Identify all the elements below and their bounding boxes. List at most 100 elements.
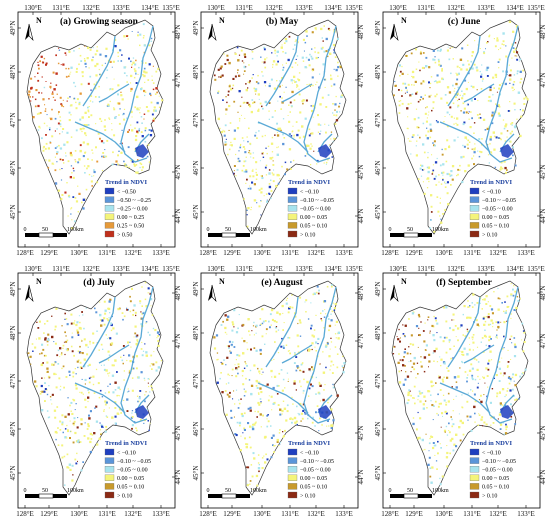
legend-label: −0.10 ~ −0.05 bbox=[117, 459, 151, 465]
top-lon-tick-label: 135°E bbox=[345, 4, 363, 12]
legend-swatch bbox=[287, 213, 298, 220]
top-lon-tick-label: 134°E bbox=[324, 265, 342, 273]
river-line bbox=[439, 382, 491, 414]
legend-label: 0.00 ~ 0.25 bbox=[117, 215, 144, 221]
river-line bbox=[265, 35, 299, 107]
region-outline bbox=[391, 19, 529, 235]
bottom-lon-tick-label: 129°E bbox=[223, 249, 241, 257]
right-lat-tick-label: 47°N bbox=[357, 334, 365, 349]
top-lon-tick-label: 131°E bbox=[52, 265, 70, 273]
left-lat-tick-label: 47°N bbox=[192, 113, 200, 128]
river-line bbox=[463, 344, 495, 364]
legend-swatch bbox=[469, 448, 480, 456]
legend-swatch bbox=[469, 457, 480, 464]
north-arrow-icon bbox=[208, 284, 217, 302]
right-lat-tick-label: 44°N bbox=[539, 470, 547, 485]
bottom-lon-tick-label: 131°E bbox=[281, 510, 299, 518]
scale-label: 100km bbox=[67, 488, 84, 494]
right-lat-tick-label: 44°N bbox=[174, 470, 182, 485]
legend-label: −0.05 ~ 0.00 bbox=[300, 468, 331, 474]
left-lat-tick-label: 45°N bbox=[9, 205, 17, 220]
left-lat-tick-label: 48°N bbox=[9, 326, 17, 341]
north-label: N bbox=[401, 277, 407, 286]
left-lat-tick-label: 47°N bbox=[9, 374, 17, 389]
scale-label: 0 bbox=[207, 488, 210, 494]
north-arrow-icon bbox=[25, 23, 34, 41]
legend-title: Trend in NDVI bbox=[288, 440, 330, 447]
scale-label: 100km bbox=[250, 227, 267, 233]
legend-swatch bbox=[287, 187, 298, 195]
legend-label: > 0.10 bbox=[482, 493, 497, 499]
river-line bbox=[447, 35, 481, 107]
right-lat-tick-label: 47°N bbox=[539, 73, 547, 88]
right-lat-tick-label: 48°N bbox=[174, 286, 182, 301]
top-lon-tick-label: 131°E bbox=[417, 4, 435, 12]
map-svg: 130°E 131°E 132°E 133°E 134°E 135°E 128°E 129°E… bbox=[9, 4, 182, 257]
legend-swatch bbox=[287, 466, 298, 473]
legend-swatch bbox=[104, 222, 115, 229]
legend-swatch bbox=[469, 205, 480, 212]
left-lat-tick-label: 45°N bbox=[192, 466, 200, 481]
legend-swatch bbox=[469, 483, 480, 490]
bottom-lon-tick-label: 131°E bbox=[463, 249, 481, 257]
map-panel-july: 130°E 131°E 132°E 133°E 134°E 135°E 128°E 129°E… bbox=[3, 263, 183, 520]
top-lon-tick-label: 135°E bbox=[345, 265, 363, 273]
right-lat-tick-label: 45°N bbox=[357, 165, 365, 180]
left-lat-tick-label: 49°N bbox=[192, 21, 200, 36]
left-lat-tick-label: 45°N bbox=[9, 466, 17, 481]
legend-swatch bbox=[287, 474, 298, 481]
north-arrow-icon bbox=[390, 23, 399, 41]
lake-patch bbox=[135, 405, 149, 419]
legend-swatch bbox=[287, 483, 298, 490]
bottom-lon-tick-label: 133°E bbox=[152, 510, 170, 518]
river-line bbox=[463, 83, 495, 103]
legend-swatch bbox=[469, 474, 480, 481]
legend-title: Trend in NDVI bbox=[470, 179, 512, 186]
scale-bar bbox=[25, 493, 67, 499]
legend-label: 0.05 ~ 0.10 bbox=[300, 485, 327, 491]
top-lon-tick-label: 135°E bbox=[527, 4, 545, 12]
scale-label: 100km bbox=[432, 227, 449, 233]
bottom-lon-tick-label: 132°E bbox=[124, 510, 142, 518]
legend-label: < −0.10 bbox=[300, 189, 319, 195]
region-outline bbox=[26, 280, 164, 496]
right-lat-tick-label: 48°N bbox=[357, 286, 365, 301]
right-lat-tick-label: 48°N bbox=[174, 25, 182, 40]
scale-label: 50 bbox=[225, 227, 231, 233]
bottom-lon-tick-label: 131°E bbox=[98, 510, 116, 518]
legend-swatch bbox=[469, 187, 480, 195]
legend-swatch bbox=[104, 457, 115, 464]
left-lat-tick-label: 46°N bbox=[9, 161, 17, 176]
scale-label: 50 bbox=[225, 488, 231, 494]
right-lat-tick-label: 48°N bbox=[539, 25, 547, 40]
legend-label: < −0.10 bbox=[482, 189, 501, 195]
north-label: N bbox=[36, 277, 42, 286]
scale-label: 100km bbox=[67, 227, 84, 233]
scale-label: 0 bbox=[389, 227, 392, 233]
legend-swatch bbox=[287, 448, 298, 456]
top-lon-tick-label: 134°E bbox=[141, 265, 159, 273]
legend-swatch bbox=[104, 474, 115, 481]
north-label: N bbox=[219, 277, 225, 286]
river-line bbox=[485, 286, 519, 424]
bottom-lon-tick-label: 130°E bbox=[70, 249, 88, 257]
scale-label: 0 bbox=[24, 227, 27, 233]
bottom-lon-tick-label: 128°E bbox=[16, 249, 34, 257]
left-lat-tick-label: 47°N bbox=[9, 113, 17, 128]
right-lat-tick-label: 45°N bbox=[539, 426, 547, 441]
bottom-lon-tick-label: 130°E bbox=[435, 510, 453, 518]
panel-title: (b) May bbox=[266, 16, 299, 27]
legend-label: < −0.50 bbox=[117, 189, 136, 195]
legend-swatch bbox=[104, 196, 115, 203]
bottom-lon-tick-label: 132°E bbox=[124, 249, 142, 257]
bottom-lon-tick-label: 130°E bbox=[435, 249, 453, 257]
right-lat-tick-label: 46°N bbox=[174, 380, 182, 395]
left-lat-tick-label: 46°N bbox=[192, 422, 200, 437]
legend-label: < −0.10 bbox=[300, 450, 319, 456]
bottom-lon-tick-label: 133°E bbox=[152, 249, 170, 257]
left-lat-tick-label: 49°N bbox=[374, 21, 382, 36]
scale-label: 50 bbox=[42, 488, 48, 494]
left-lat-tick-label: 47°N bbox=[374, 374, 382, 389]
bottom-lon-tick-label: 133°E bbox=[517, 249, 535, 257]
right-lat-tick-label: 45°N bbox=[174, 426, 182, 441]
